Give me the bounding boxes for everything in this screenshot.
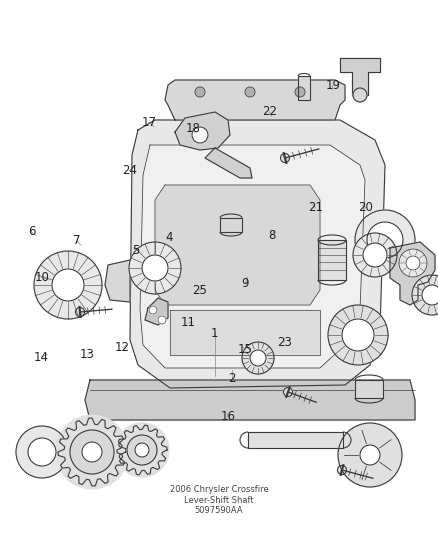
Circle shape <box>422 285 438 305</box>
Polygon shape <box>340 58 380 95</box>
Circle shape <box>280 154 290 163</box>
Text: 1: 1 <box>211 327 219 340</box>
Bar <box>318 240 346 280</box>
Polygon shape <box>117 425 167 475</box>
Circle shape <box>129 242 181 294</box>
Text: 2006 Chrysler Crossfire
Lever-Shift Shaft
5097590AA: 2006 Chrysler Crossfire Lever-Shift Shaf… <box>170 485 268 515</box>
Circle shape <box>149 306 157 314</box>
Circle shape <box>353 233 397 277</box>
Circle shape <box>367 222 403 258</box>
Circle shape <box>16 426 68 478</box>
Bar <box>248 432 343 448</box>
Text: 13: 13 <box>80 348 95 361</box>
Bar <box>220 218 242 232</box>
Polygon shape <box>170 310 320 355</box>
Text: 17: 17 <box>141 116 156 129</box>
Polygon shape <box>205 148 252 178</box>
Circle shape <box>82 442 102 462</box>
Circle shape <box>353 88 367 102</box>
Polygon shape <box>145 298 168 325</box>
Text: 19: 19 <box>325 79 340 92</box>
Text: 20: 20 <box>358 201 373 214</box>
Circle shape <box>55 415 129 489</box>
Circle shape <box>127 435 157 465</box>
Circle shape <box>283 387 293 397</box>
Bar <box>318 240 346 280</box>
Text: 21: 21 <box>308 201 323 214</box>
Text: 7: 7 <box>73 235 81 247</box>
Polygon shape <box>390 242 435 305</box>
Text: 14: 14 <box>34 351 49 364</box>
Circle shape <box>195 87 205 97</box>
Circle shape <box>158 316 166 324</box>
Text: 10: 10 <box>34 271 49 284</box>
Circle shape <box>242 342 274 374</box>
Circle shape <box>338 423 402 487</box>
Bar <box>298 76 310 100</box>
Text: 23: 23 <box>277 336 292 349</box>
Circle shape <box>355 210 415 270</box>
Text: 8: 8 <box>268 229 275 242</box>
Text: 18: 18 <box>185 123 200 135</box>
Text: 11: 11 <box>181 316 196 329</box>
Text: 6: 6 <box>28 225 35 238</box>
Polygon shape <box>85 380 415 420</box>
Bar <box>248 432 343 448</box>
Circle shape <box>28 438 56 466</box>
Bar <box>355 380 383 398</box>
Circle shape <box>295 87 305 97</box>
Text: 16: 16 <box>220 410 235 423</box>
Text: 24: 24 <box>122 164 137 177</box>
Bar <box>355 380 383 398</box>
Bar <box>220 218 242 232</box>
Circle shape <box>406 256 420 270</box>
Circle shape <box>115 423 169 477</box>
Text: 2: 2 <box>228 372 236 385</box>
Text: 15: 15 <box>238 343 253 356</box>
Circle shape <box>245 87 255 97</box>
Text: 25: 25 <box>192 284 207 297</box>
Bar <box>298 76 310 100</box>
Circle shape <box>399 249 427 277</box>
Circle shape <box>360 445 380 465</box>
Circle shape <box>70 430 114 474</box>
Polygon shape <box>175 112 230 150</box>
Circle shape <box>328 305 388 365</box>
Circle shape <box>192 127 208 143</box>
Circle shape <box>52 269 84 301</box>
Circle shape <box>250 350 266 366</box>
Circle shape <box>135 443 149 457</box>
Polygon shape <box>165 80 345 120</box>
Text: 9: 9 <box>241 277 249 290</box>
Circle shape <box>142 255 168 281</box>
Polygon shape <box>155 185 320 305</box>
Text: 12: 12 <box>115 341 130 354</box>
Circle shape <box>404 254 422 272</box>
Circle shape <box>34 251 102 319</box>
Circle shape <box>342 319 374 351</box>
Polygon shape <box>130 120 385 388</box>
Polygon shape <box>140 145 365 368</box>
Text: 4: 4 <box>165 231 173 244</box>
Circle shape <box>75 308 85 317</box>
Text: 22: 22 <box>262 106 277 118</box>
Text: 5: 5 <box>132 244 139 257</box>
Circle shape <box>338 465 346 474</box>
Circle shape <box>363 243 387 267</box>
Polygon shape <box>105 260 130 302</box>
Polygon shape <box>58 418 126 486</box>
Circle shape <box>412 275 438 315</box>
